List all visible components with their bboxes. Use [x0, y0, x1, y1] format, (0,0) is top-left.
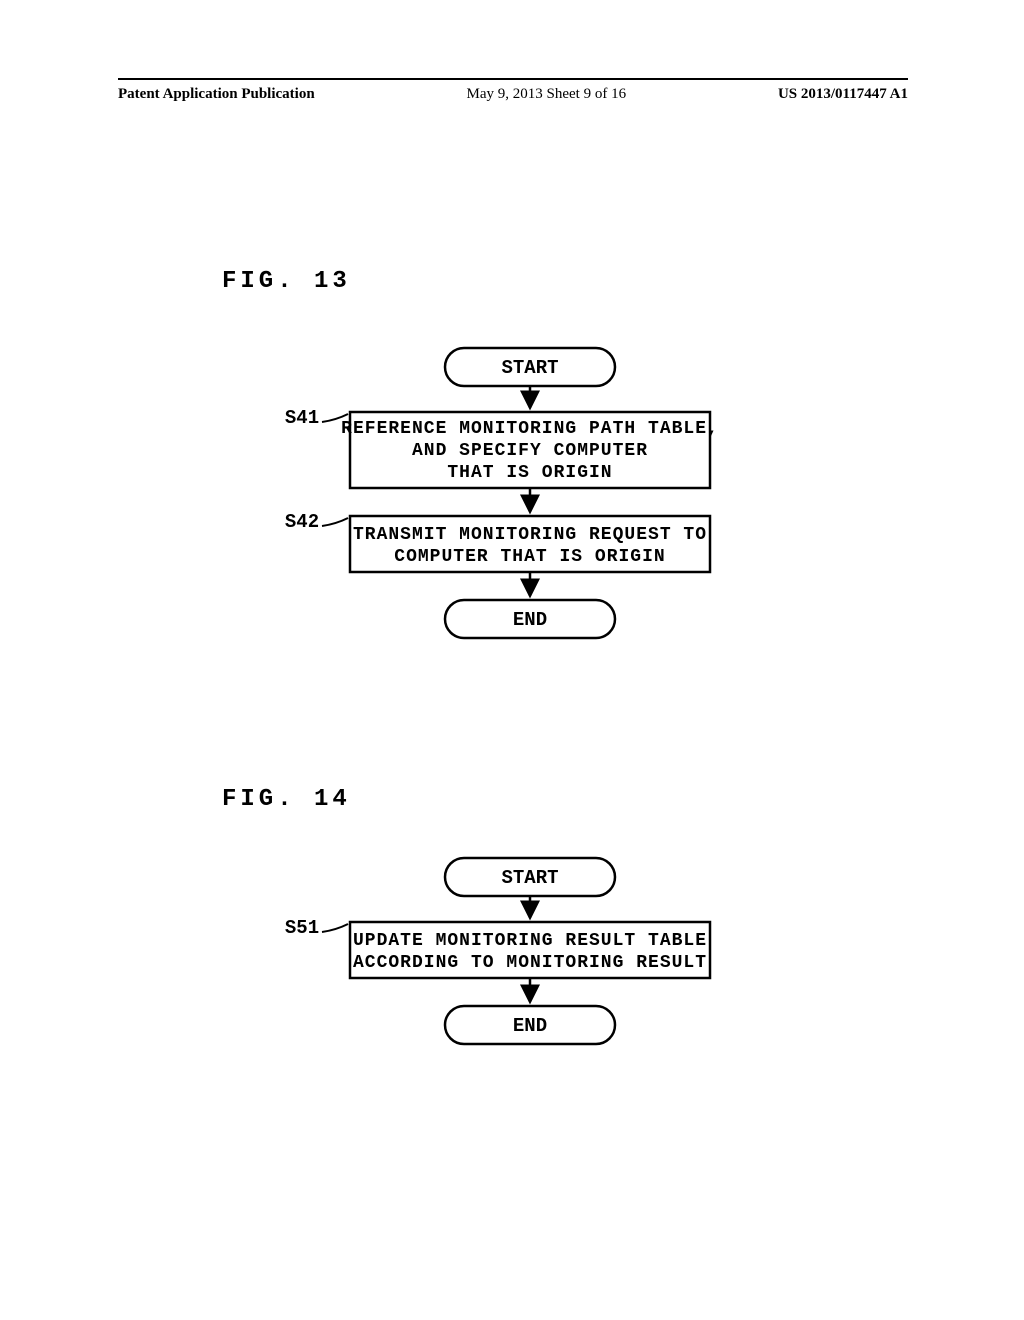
fig13-s42-line2: COMPUTER THAT IS ORIGIN	[394, 547, 665, 567]
patent-page: Patent Application Publication May 9, 20…	[0, 0, 1024, 1320]
fig13-s42-leader	[322, 518, 348, 526]
fig14-s51-line1: UPDATE MONITORING RESULT TABLE	[353, 931, 707, 951]
fig14-start-label: START	[501, 867, 558, 889]
fig14-title: FIG. 14	[222, 786, 351, 813]
fig14-step-s51-box	[350, 922, 710, 978]
fig13-s42-label: S42	[285, 511, 319, 533]
fig14-flowchart	[0, 0, 1024, 500]
fig14-start-node	[445, 858, 615, 896]
fig14-s51-label: S51	[285, 917, 319, 939]
fig14-end-node	[445, 1006, 615, 1044]
fig14-s51-leader	[322, 924, 348, 932]
fig14-s51-line2: ACCORDING TO MONITORING RESULT	[353, 953, 707, 973]
fig13-s42-line1: TRANSMIT MONITORING REQUEST TO	[353, 525, 707, 545]
fig14-end-label: END	[513, 1015, 547, 1037]
fig13-end-label: END	[513, 609, 547, 631]
